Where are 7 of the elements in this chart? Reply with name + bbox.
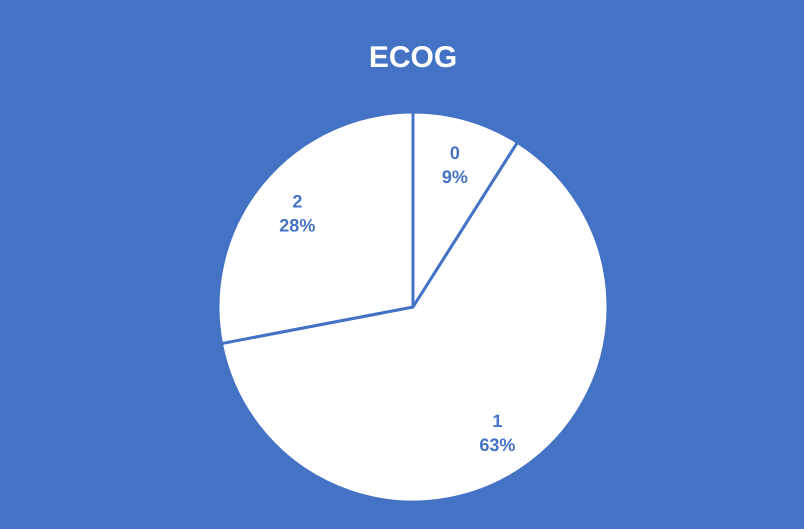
slice-label: 2 (292, 191, 302, 212)
data-label: 9% (442, 166, 468, 187)
data-label: 28% (279, 215, 316, 236)
slice-label: 0 (450, 142, 460, 163)
data-label: 63% (479, 435, 516, 456)
chart-title: ECOG (368, 41, 458, 74)
slice-label: 1 (492, 411, 502, 432)
